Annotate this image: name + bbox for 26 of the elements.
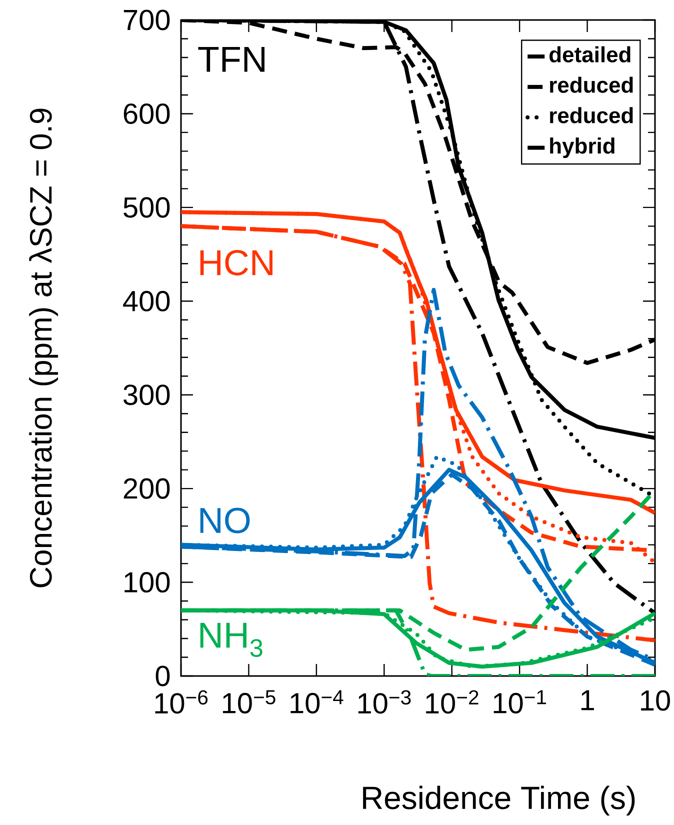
y-tick-label: 100 — [124, 572, 170, 593]
x-tick-label: 10$^{−5}$ — [222, 690, 276, 714]
y-axis-title: Concentration (ppm) at λSCZ = 0.9 — [29, 108, 58, 588]
y-tick-label: 400 — [123, 290, 170, 312]
y-tick-label: 700 — [124, 10, 170, 30]
legend-label: hybrid — [550, 138, 614, 158]
annotation: HCN — [200, 250, 272, 276]
x-tick-label: 10$^{−3}$ — [358, 690, 411, 714]
legend-label: reduced — [550, 76, 633, 93]
x-tick-label: 10$^{−2}$ — [426, 690, 478, 714]
annotation: TFN — [198, 46, 264, 72]
y-tick-label: 300 — [124, 384, 170, 406]
x-axis-title: Residence Time (s) — [363, 786, 635, 816]
x-tick-label: 10$^{−6}$ — [155, 690, 208, 714]
y-tick-label: 200 — [124, 478, 170, 499]
annotation: NH$_{3}$ — [200, 622, 262, 657]
legend-label: detailed — [550, 46, 630, 62]
y-tick-label: 600 — [124, 103, 170, 124]
x-tick-label: 10$^{−4}$ — [290, 690, 344, 714]
x-tick-label: 1 — [581, 690, 594, 710]
y-tick-label: 500 — [124, 197, 170, 218]
legend-label: reduced — [550, 107, 633, 124]
x-tick-label: 10 — [641, 690, 670, 711]
annotation: NO — [200, 508, 250, 534]
x-tick-label: 10$^{−1}$ — [494, 690, 546, 714]
y-tick-label: 0 — [156, 666, 170, 686]
